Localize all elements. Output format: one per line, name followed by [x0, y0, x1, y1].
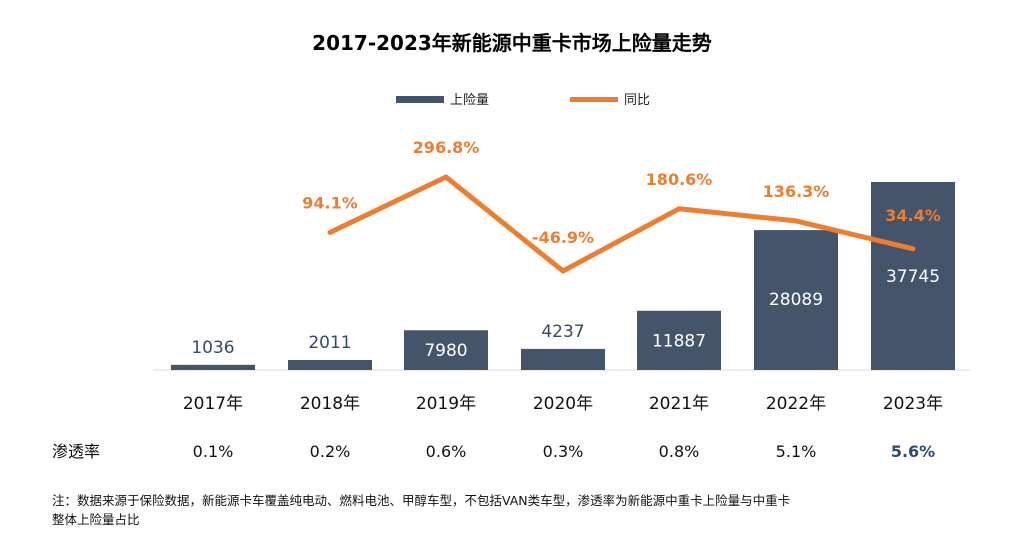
- category-label: 2019年: [416, 394, 476, 414]
- penetration-value: 0.2%: [310, 442, 351, 461]
- penetration-value: 5.1%: [776, 442, 817, 461]
- legend: 上险量 同比: [396, 93, 650, 108]
- bar-labels: 1036 2011 7980 4237 11887 28089 37745: [191, 267, 940, 361]
- yoy-line-layer: 94.1% 296.8% -46.9% 180.6% 136.3% 34.4%: [302, 138, 941, 274]
- category-label: 2017年: [183, 394, 243, 414]
- category-label: 2023年: [883, 394, 943, 414]
- bar-2022年: [754, 230, 838, 370]
- legend-line-label: 同比: [624, 93, 650, 108]
- yoy-label: 136.3%: [763, 182, 830, 201]
- footnote-line1: 注：数据来源于保险数据，新能源卡车覆盖纯电动、燃料电池、甲醇车型，不包括VAN类…: [52, 493, 790, 508]
- bar-value-label: 11887: [652, 331, 706, 351]
- bar-2021年: [637, 310, 721, 370]
- yoy-label: 180.6%: [646, 170, 713, 189]
- bar-value-label: 37745: [886, 267, 940, 287]
- bars: [171, 182, 955, 370]
- yoy-label: 94.1%: [302, 193, 358, 212]
- yoy-label: 34.4%: [885, 206, 941, 225]
- bar-2019年: [404, 330, 488, 370]
- category-label: 2018年: [300, 394, 360, 414]
- footnote-line2: 整体上险量占比: [52, 512, 140, 527]
- bar-value-label: 7980: [424, 341, 467, 361]
- yoy-label: 296.8%: [413, 138, 480, 157]
- legend-bar-swatch: [396, 96, 444, 103]
- category-label: 2021年: [649, 394, 709, 414]
- chart-title: 2017-2023年新能源中重卡市场上险量走势: [312, 31, 712, 55]
- penetration-value: 0.8%: [659, 442, 700, 461]
- penetration-title: 渗透率: [52, 442, 100, 461]
- legend-bar-label: 上险量: [450, 93, 489, 108]
- penetration-value: 0.1%: [193, 442, 234, 461]
- bar-2023年: [871, 182, 955, 370]
- bar-value-label: 2011: [308, 333, 351, 353]
- bar-value-label: 28089: [769, 290, 823, 310]
- bar-2018年: [288, 359, 372, 370]
- yoy-line: [327, 174, 916, 274]
- bar-value-label: 4237: [541, 322, 584, 342]
- penetration-row: 0.1% 0.2% 0.6% 0.3% 0.8% 5.1% 5.6%: [193, 442, 936, 461]
- bar-2020年: [521, 348, 605, 370]
- category-label: 2022年: [766, 394, 826, 414]
- penetration-value: 0.3%: [543, 442, 584, 461]
- penetration-value: 5.6%: [891, 442, 935, 461]
- category-labels: 2017年 2018年 2019年 2020年 2021年 2022年 2023年: [183, 394, 943, 414]
- penetration-value: 0.6%: [426, 442, 467, 461]
- yoy-label: -46.9%: [532, 228, 594, 247]
- category-label: 2020年: [533, 394, 593, 414]
- bar-2017年: [171, 364, 255, 370]
- bar-value-label: 1036: [191, 338, 234, 358]
